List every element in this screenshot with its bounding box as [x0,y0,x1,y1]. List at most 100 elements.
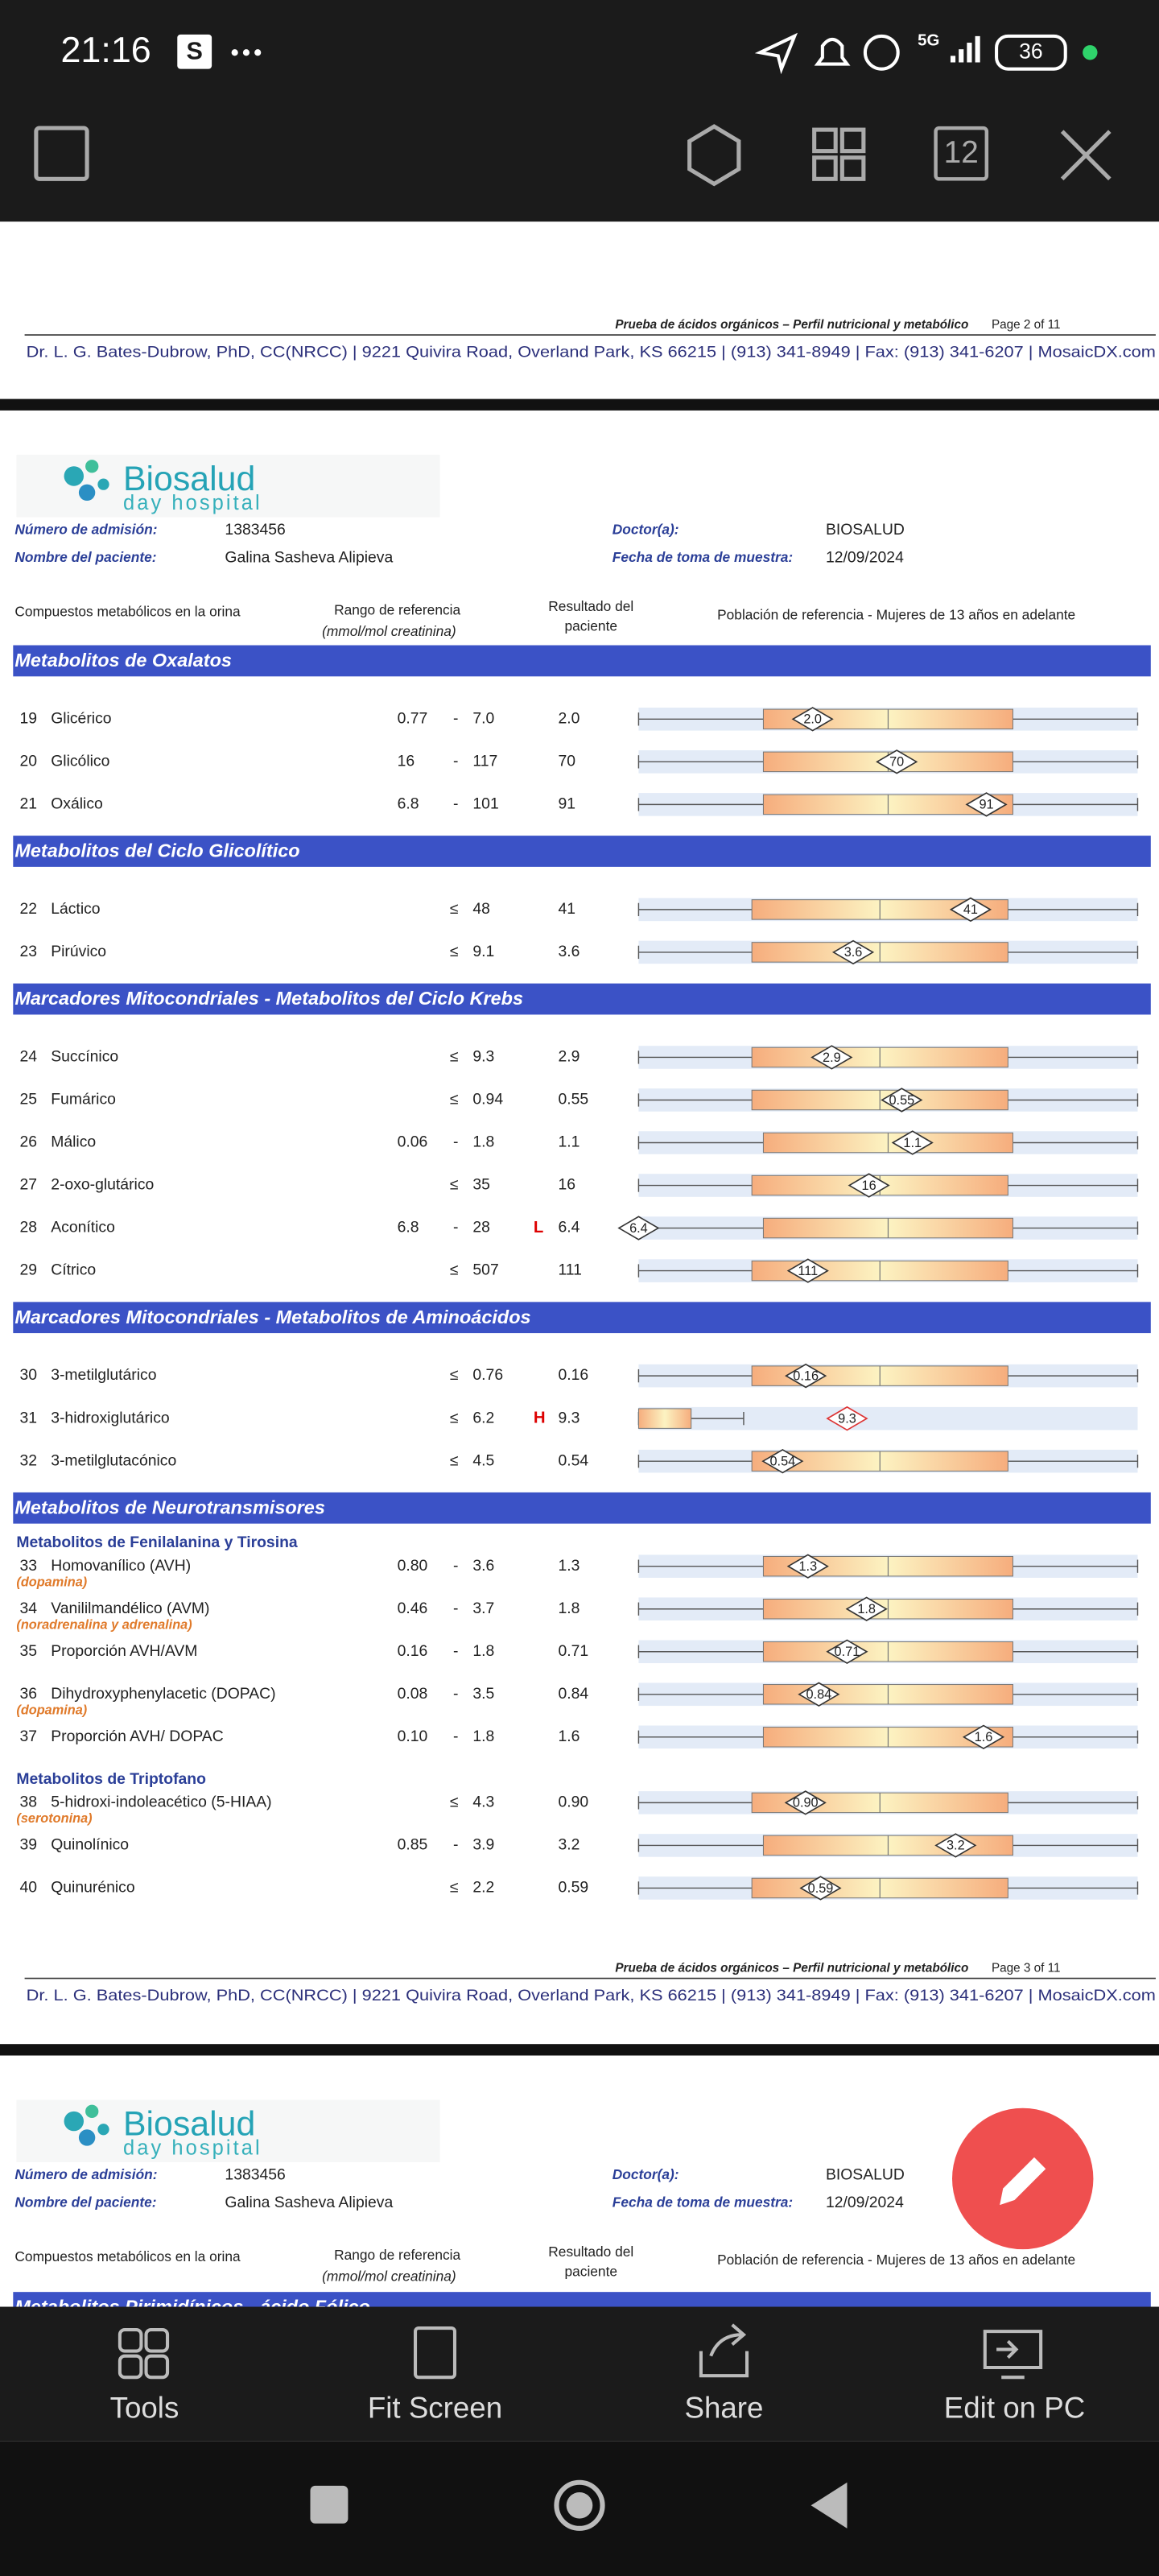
field-label: Fecha de toma de muestra: [612,549,793,565]
range-high: 1.8 [472,1728,494,1745]
section-bar [13,1302,1151,1334]
range-sep: - [453,1557,458,1575]
result-marker [786,1554,829,1579]
range-sep: ≤ [450,1091,459,1108]
row-number: 40 [19,1879,37,1897]
column-header: (mmol/mol creatinina) [322,623,456,639]
row-name: Cítrico [51,1261,96,1279]
field-label: Doctor(a): [612,521,679,537]
range-sep: ≤ [450,1793,459,1810]
range-low: 0.80 [398,1557,428,1575]
range-sep: ≤ [450,1176,459,1194]
nav-back[interactable] [810,2482,848,2529]
flag: L [534,1219,543,1236]
row-name: 3-hidroxiglutárico [51,1409,169,1426]
column-header: paciente [565,2263,618,2279]
result-marker-label: 1.3 [798,1559,817,1574]
result-marker-label: 0.84 [806,1687,831,1702]
grid-button [839,127,866,154]
row-name: Quinolínico [51,1836,129,1854]
field-label: Número de admisión: [14,2166,157,2182]
result-marker-label: 70 [889,755,904,770]
result-marker-label: 111 [798,1264,818,1278]
section-title: Marcadores Mitocondriales - Metabolitos … [14,988,523,1009]
field-label: Número de admisión: [14,521,157,537]
result: 1.8 [558,1600,580,1617]
result-marker-label: 2.9 [823,1051,841,1065]
range-high: 6.2 [472,1409,494,1426]
result-marker [826,1406,868,1431]
row-number: 30 [19,1366,37,1384]
row-number: 27 [19,1176,37,1194]
section-title: Metabolitos de Neurotransmisores [14,1497,325,1518]
result-marker [799,1876,842,1901]
range-sep: - [453,1728,458,1745]
r-icon [863,34,900,71]
range-low: 16 [398,752,415,770]
nav-home-dot [566,2491,593,2519]
grid-button [812,127,838,154]
tools-icon [144,2354,170,2380]
battery [995,34,1067,71]
result-marker-label: 2.0 [803,712,822,727]
range-low: 0.16 [398,1642,428,1660]
result-marker [617,1216,660,1241]
boost-button[interactable] [687,124,741,187]
range-high: 28 [472,1219,490,1236]
signal [967,43,972,63]
footer-page: Page 3 of 11 [992,1961,1061,1975]
range-sep: ≤ [450,1048,459,1066]
page-gap [0,398,1159,411]
range-sep: - [453,1133,458,1151]
flag: H [534,1410,546,1427]
pc-icon[interactable] [983,2330,1043,2380]
row-number: 33 [19,1557,37,1575]
range-sep: - [453,795,458,812]
row-name: Málico [51,1133,96,1151]
result-marker-label: 0.59 [808,1881,834,1896]
field-value: 1383456 [225,2165,285,2183]
result: 0.54 [558,1451,588,1469]
result-marker-label: 9.3 [838,1411,856,1426]
result-marker [826,1639,868,1664]
result-marker [798,1682,840,1707]
result-marker-label: 0.55 [889,1093,914,1108]
nav-home[interactable] [554,2479,605,2531]
range-high: 9.3 [472,1048,494,1066]
result-marker-label: 3.6 [844,945,863,960]
range-sep: - [453,1642,458,1660]
range-sep: ≤ [450,1409,459,1426]
dots [231,49,238,56]
row-number: 36 [19,1685,37,1703]
range-low: 6.8 [398,1219,419,1236]
section-title: Metabolitos del Ciclo Glicolítico [14,840,299,861]
row-number: 21 [19,795,37,812]
range-sep: - [453,1685,458,1703]
row-number: 29 [19,1261,37,1279]
section-title: Metabolitos de Oxalatos [14,650,232,671]
section-bar [13,1492,1151,1524]
result-marker [761,1448,804,1474]
tools-icon [118,2328,143,2353]
battery-level: 36 [1019,39,1042,63]
result-marker [881,1088,923,1113]
range-sep: ≤ [450,1261,459,1279]
dots [254,49,262,56]
result-marker-label: 3.2 [947,1839,965,1853]
result: 3.2 [558,1836,580,1854]
logo-mark [85,460,99,473]
row-note: (noradrenalina y adrenalina) [16,1617,192,1632]
result: 1.1 [558,1133,580,1151]
result-marker-label: 6.4 [629,1221,648,1236]
close-button[interactable] [1060,130,1112,181]
share-icon[interactable] [699,2323,749,2378]
logo-sub: day hospital [123,492,262,514]
dot [1083,45,1098,60]
row-name: Glicólico [51,752,109,770]
app-badge: S [186,37,202,64]
row-name: Succínico [51,1048,118,1066]
signal [959,49,964,63]
result-marker [876,749,918,774]
row-number: 39 [19,1836,37,1854]
